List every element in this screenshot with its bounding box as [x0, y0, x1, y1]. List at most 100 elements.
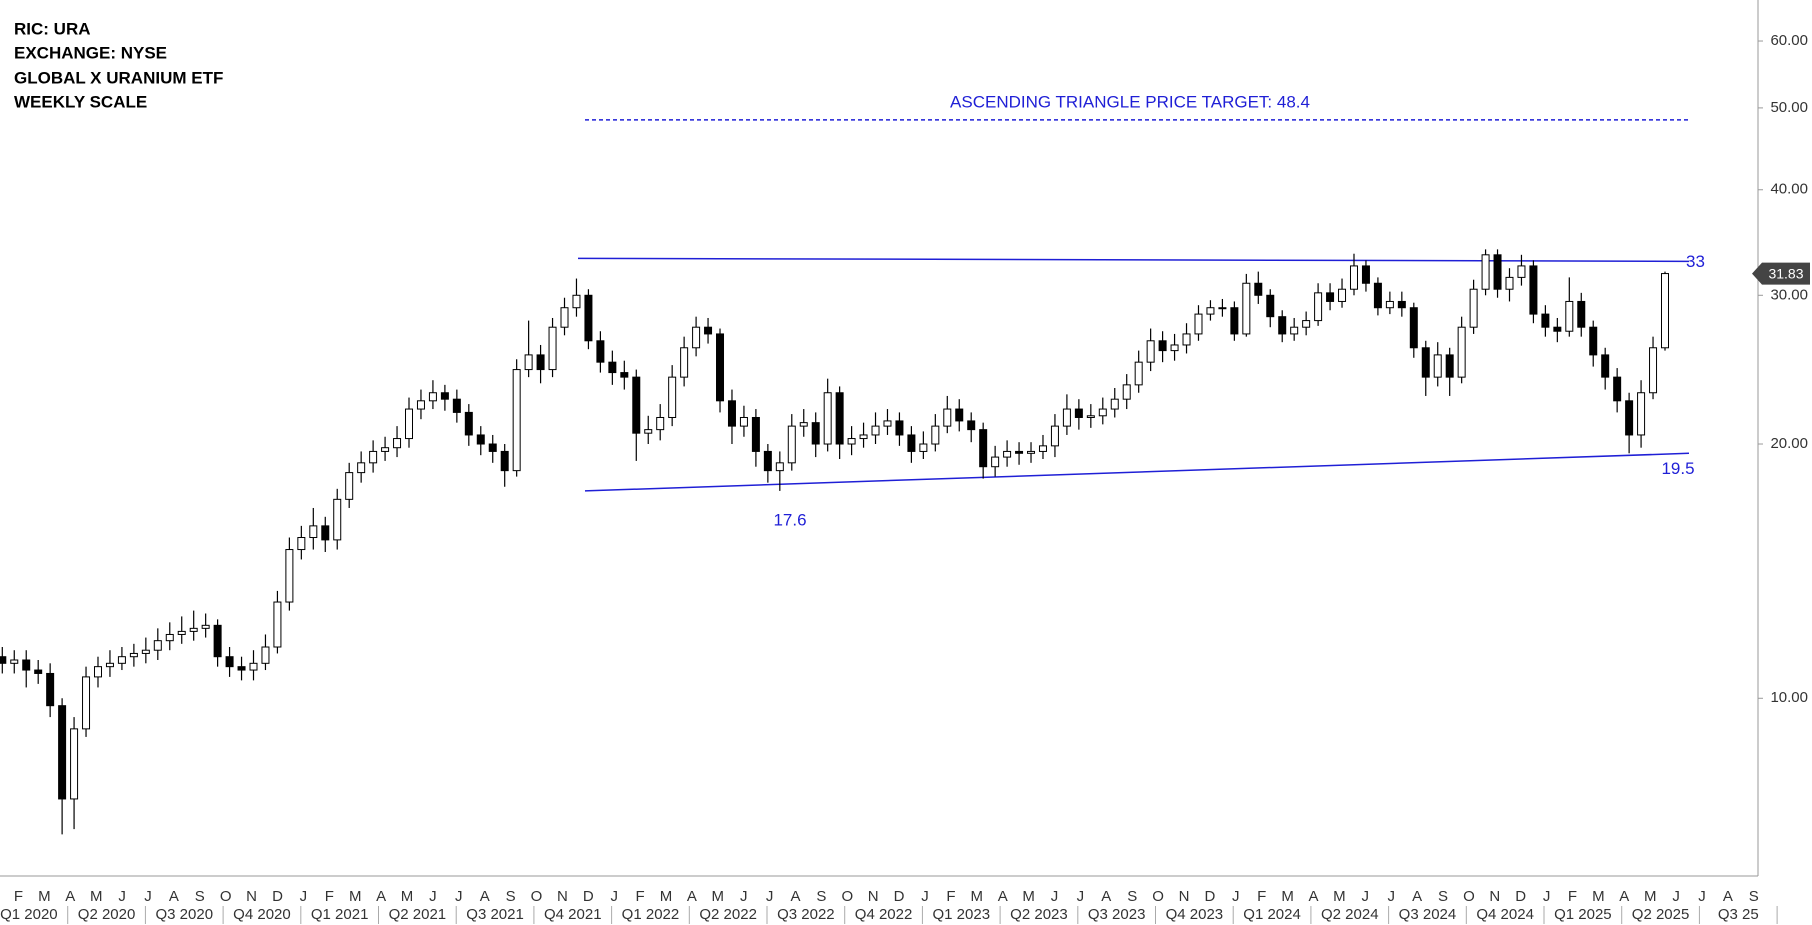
x-month-label: J — [766, 888, 774, 905]
x-quarter-label: Q3 25 — [1718, 906, 1759, 923]
x-month-label: O — [531, 888, 543, 905]
candle-body — [1469, 288, 1478, 328]
x-month-label: F — [14, 888, 23, 905]
candle-body — [1254, 282, 1263, 296]
header-line: EXCHANGE: NYSE — [14, 43, 167, 62]
x-quarter-label: Q2 2020 — [78, 906, 136, 923]
candle-body — [524, 354, 533, 371]
candle-body — [919, 443, 928, 452]
x-month-label: F — [1257, 888, 1266, 905]
x-quarter-label: Q4 2024 — [1476, 906, 1534, 923]
candle-body — [1565, 300, 1574, 332]
candle-body — [237, 666, 246, 671]
candle-body — [34, 669, 43, 674]
x-month-label: M — [349, 888, 362, 905]
candle-body — [500, 450, 509, 472]
y-tick-label: 30.00 — [1770, 286, 1808, 303]
candle-body — [1218, 307, 1227, 310]
x-month-label: J — [1698, 888, 1706, 905]
candle-body — [369, 450, 378, 464]
candle-body — [692, 326, 701, 349]
candle-body — [261, 646, 270, 664]
candle-body — [895, 420, 904, 436]
x-month-label: N — [246, 888, 257, 905]
candle-body — [10, 659, 19, 664]
x-month-label: A — [1412, 888, 1422, 905]
candle-body — [1661, 273, 1669, 349]
candle-body — [428, 392, 437, 402]
candle-body — [1302, 320, 1311, 328]
header-line: GLOBAL X URANIUM ETF — [14, 68, 223, 87]
candle-body — [799, 422, 808, 427]
candle-body — [1038, 445, 1047, 452]
candle-body — [1553, 326, 1562, 332]
x-month-label: N — [557, 888, 568, 905]
candle-body — [1110, 398, 1119, 410]
candle-body — [1146, 340, 1155, 363]
candle-body — [1062, 408, 1071, 427]
x-month-label: J — [1232, 888, 1240, 905]
x-month-label: N — [868, 888, 879, 905]
x-quarter-label: Q4 2021 — [544, 906, 602, 923]
candle-body — [201, 624, 210, 629]
y-tick-label: 50.00 — [1770, 99, 1808, 116]
x-quarter-label: Q2 2025 — [1632, 906, 1690, 923]
candle-body — [1601, 354, 1610, 378]
candle-body — [464, 411, 473, 436]
candle-body — [1505, 276, 1514, 290]
candle-body — [727, 400, 736, 427]
candle-body — [1194, 313, 1203, 335]
candle-body — [608, 361, 617, 374]
x-quarter-label: Q3 2022 — [777, 906, 835, 923]
candle-body — [739, 416, 748, 427]
candle-body — [405, 408, 414, 440]
candle-body — [1529, 265, 1538, 315]
support-line — [584, 452, 1690, 492]
y-tick-label: 20.00 — [1770, 435, 1808, 452]
candle-body — [1457, 326, 1466, 378]
candle-body — [1541, 313, 1550, 328]
candle-body — [536, 354, 545, 371]
x-month-label: M — [971, 888, 984, 905]
candle-body — [393, 438, 402, 449]
candle-body — [1433, 354, 1442, 378]
x-quarter-label: Q3 2020 — [155, 906, 213, 923]
candle-body — [1278, 316, 1287, 335]
x-month-label: J — [455, 888, 463, 905]
candle-body — [955, 408, 964, 422]
candle-body — [1589, 326, 1598, 356]
candle-body — [333, 498, 342, 541]
candle-body — [440, 392, 449, 400]
candle-body — [1397, 300, 1406, 309]
x-month-label: J — [1077, 888, 1085, 905]
candle-body — [1122, 384, 1131, 400]
candle-body — [1445, 354, 1454, 378]
candle-body — [560, 307, 569, 328]
candle-body — [811, 422, 820, 445]
x-quarter-label: Q1 2024 — [1243, 906, 1301, 923]
x-quarter-label: Q4 2023 — [1166, 906, 1224, 923]
x-month-label: D — [1204, 888, 1215, 905]
candle-body — [572, 294, 581, 309]
x-month-label: M — [1333, 888, 1346, 905]
candle-body — [823, 392, 832, 445]
x-month-label: S — [506, 888, 516, 905]
candle-body — [847, 438, 856, 445]
candle-body — [82, 676, 91, 730]
candle-body — [1086, 415, 1095, 418]
candle-body — [416, 400, 425, 410]
candle-body — [835, 392, 844, 445]
x-quarter-label: Q1 2022 — [622, 906, 680, 923]
x-month-label: M — [38, 888, 51, 905]
x-month-label: S — [195, 888, 205, 905]
candle-body — [1625, 400, 1634, 436]
candle-body — [1517, 265, 1526, 278]
candle-body — [871, 425, 880, 436]
candle-body — [345, 472, 354, 500]
candle-body — [548, 326, 557, 371]
x-month-label: S — [1438, 888, 1448, 905]
x-month-label: A — [1308, 888, 1318, 905]
x-month-label: A — [1723, 888, 1733, 905]
